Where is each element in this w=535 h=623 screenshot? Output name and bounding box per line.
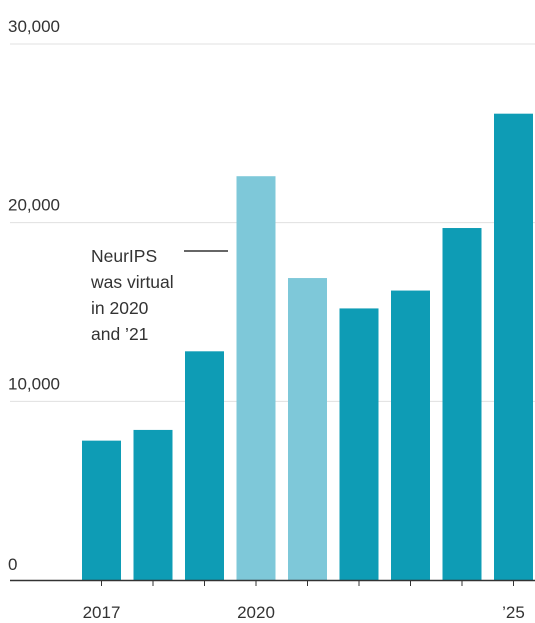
bar-2017 xyxy=(82,440,121,580)
bar-2021 xyxy=(288,278,327,580)
bar-2025 xyxy=(494,113,533,581)
y-tick-label-0: 0 xyxy=(8,555,17,574)
annotation: NeurIPS was virtual in 2020 and ’21 xyxy=(90,246,228,344)
annotation-line-2: was virtual xyxy=(90,272,174,292)
annotation-line-4: and ’21 xyxy=(91,324,148,344)
bars xyxy=(82,113,533,581)
y-tick-label-20000: 20,000 xyxy=(8,196,60,215)
bar-2024 xyxy=(442,228,482,580)
bar-2019 xyxy=(185,351,224,580)
bar-2022 xyxy=(339,308,379,580)
x-tick-label-2017: 2017 xyxy=(83,603,121,622)
y-tick-label-30000: 30,000 xyxy=(8,17,60,36)
y-tick-label-10000: 10,000 xyxy=(8,374,60,393)
annotation-line-1: NeurIPS xyxy=(91,246,157,266)
x-tick-label-2020: 2020 xyxy=(237,603,275,622)
annotation-line-3: in 2020 xyxy=(91,298,149,318)
bar-2020 xyxy=(236,176,276,581)
bar-2023 xyxy=(391,290,430,580)
x-tick-label-2025: ’25 xyxy=(502,603,525,622)
bar-2018 xyxy=(133,429,173,580)
x-axis: 2017 2020 ’25 xyxy=(10,579,535,622)
